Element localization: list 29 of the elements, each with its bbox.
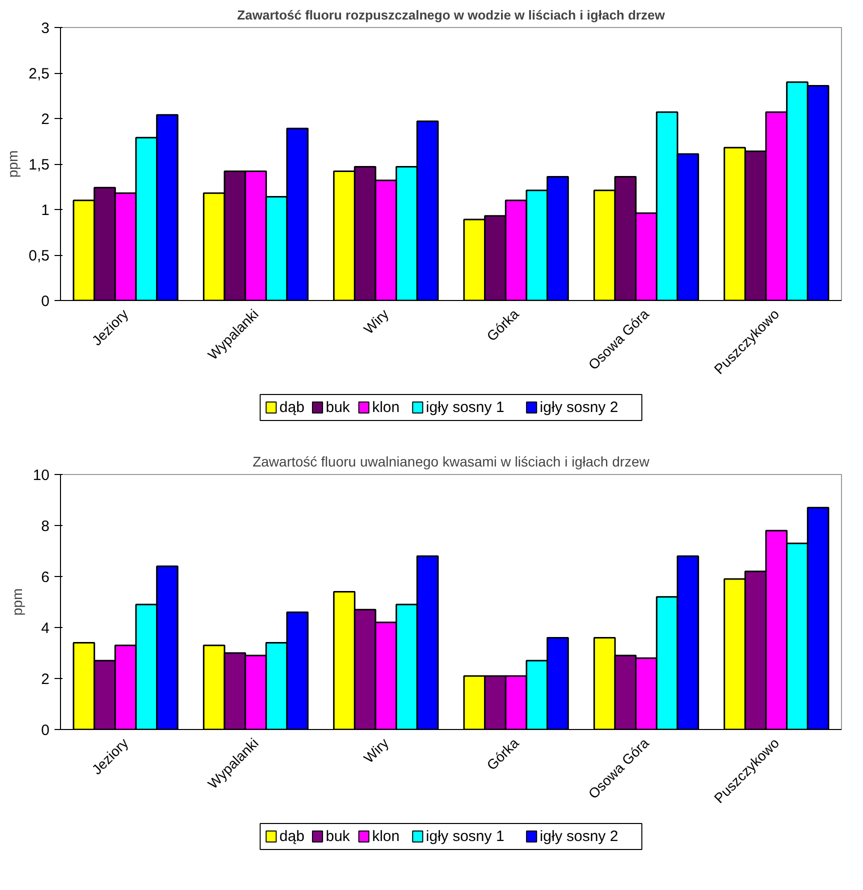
y-tick-label: 2,5 [28,66,50,82]
y-tick-label: 3 [41,20,50,37]
y-tick-label: 1 [41,202,50,219]
y-tick-label: 0 [41,293,50,310]
legend-label: dąb [279,828,304,845]
legend-label: igły sosny 1 [426,828,504,845]
legend-label: igły sosny 1 [426,399,504,416]
y-tick-label: 0 [41,722,50,739]
chart-title: Zawartość fluoru uwalnianego kwasami w liściach i igłach drzew [252,454,650,470]
y-tick-label: 2 [41,111,50,128]
y-axis-title: ppm [8,588,25,616]
legend-label: igły sosny 2 [540,828,618,845]
y-tick-label: 10 [32,467,50,484]
legend-label: buk [326,828,350,845]
legend-label: dąb [279,399,304,416]
x-tick-label: Wiry [360,306,392,337]
y-tick-label: 1,5 [28,156,50,174]
legend-label: klon [372,399,400,416]
y-tick-label: 6 [41,569,50,586]
chart-title: Zawartość fluoru rozpuszczalnego w wodzie w liściach i igłach drzew [237,8,666,22]
x-tick-label: Wiry [360,734,392,766]
y-tick-label: 4 [41,620,50,637]
legend-label: igły sosny 2 [540,399,618,416]
legend-label: klon [372,828,400,845]
y-tick-label: 2 [41,671,50,688]
y-axis-title: ppm [4,150,21,178]
y-tick-label: 0,5 [28,248,50,264]
legend-label: buk [326,399,350,416]
y-tick-label: 8 [41,518,50,535]
